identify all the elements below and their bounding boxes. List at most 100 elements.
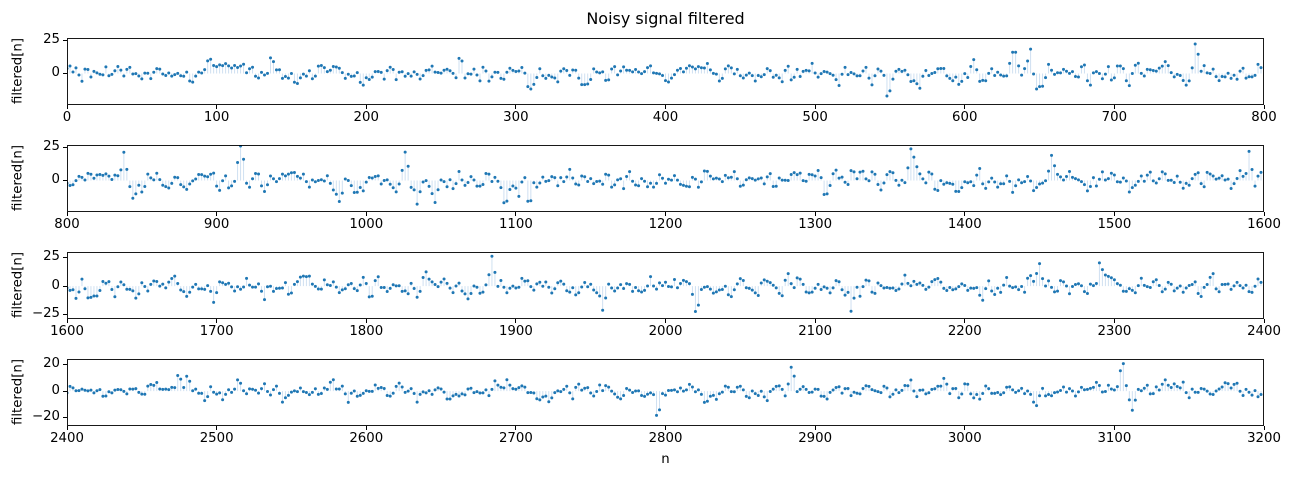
y-tick-label: −25 bbox=[31, 305, 60, 321]
x-tick-label: 1500 bbox=[1097, 217, 1132, 232]
x-tick-label: 1600 bbox=[1247, 217, 1281, 232]
y-tick-label: 0 bbox=[51, 277, 60, 293]
x-tick-label: 2500 bbox=[199, 431, 234, 446]
y-tick-mark bbox=[63, 40, 67, 42]
stem-plot-canvas-4 bbox=[67, 359, 1264, 426]
x-tick-label: 700 bbox=[1101, 110, 1128, 125]
y-tick-mark bbox=[63, 257, 67, 259]
x-tick-label: 1600 bbox=[50, 324, 84, 339]
x-tick-mark bbox=[1263, 105, 1265, 109]
subplot-2: filtered[n] 800 900 1000 1100 1200 1300 1400 15… bbox=[11, 139, 1281, 232]
x-tick-label: 600 bbox=[952, 110, 978, 125]
x-tick-mark bbox=[964, 212, 966, 216]
x-tick-mark bbox=[665, 212, 666, 216]
chart-title: Noisy signal filtered bbox=[586, 9, 745, 28]
x-tick-label: 300 bbox=[503, 110, 529, 125]
x-tick-label: 2700 bbox=[498, 431, 533, 446]
x-tick-mark bbox=[1263, 426, 1265, 430]
x-tick-label: 2600 bbox=[349, 431, 384, 446]
x-tick-mark bbox=[814, 212, 816, 216]
y-tick-label: −20 bbox=[31, 409, 60, 425]
x-tick-mark bbox=[216, 212, 218, 216]
x-tick-label: 1900 bbox=[498, 324, 533, 339]
x-tick-label: 3200 bbox=[1247, 431, 1281, 446]
subplot-3: filtered[n] 1600 1700 1800 1900 2000 2100 2200… bbox=[11, 249, 1281, 339]
x-tick-mark bbox=[515, 105, 517, 109]
y-tick-mark bbox=[63, 179, 67, 181]
stem-plot-canvas-3 bbox=[67, 252, 1264, 319]
subplot-1: filtered[n] 0 100 200 300 400 500 600 700 800 0 25 bbox=[11, 32, 1277, 125]
x-tick-label: 2900 bbox=[798, 431, 833, 446]
x-tick-mark bbox=[515, 212, 517, 216]
stem-plot-canvas-2 bbox=[67, 145, 1264, 212]
x-tick-label: 1000 bbox=[349, 217, 384, 232]
x-tick-label: 1200 bbox=[648, 217, 683, 232]
y-tick-label: 0 bbox=[51, 171, 60, 187]
y-tick-label: 25 bbox=[43, 249, 60, 265]
x-tick-label: 500 bbox=[802, 110, 828, 125]
x-tick-mark bbox=[365, 105, 367, 109]
x-tick-mark bbox=[515, 319, 517, 323]
y-tick-mark bbox=[63, 285, 67, 287]
x-tick-mark bbox=[66, 319, 68, 323]
x-tick-mark bbox=[66, 212, 68, 216]
x-tick-mark bbox=[1113, 105, 1115, 109]
x-tick-mark bbox=[964, 319, 966, 323]
y-tick-label: 0 bbox=[51, 64, 60, 80]
y-tick-label: 25 bbox=[43, 32, 60, 48]
x-tick-mark bbox=[515, 426, 517, 430]
x-tick-label: 1400 bbox=[947, 217, 982, 232]
x-tick-mark bbox=[665, 105, 666, 109]
x-tick-label: 400 bbox=[652, 110, 679, 125]
x-tick-label: 900 bbox=[203, 217, 230, 232]
y-tick-label: 25 bbox=[43, 139, 60, 155]
x-tick-mark bbox=[1263, 212, 1265, 216]
y-tick-mark bbox=[63, 147, 67, 149]
subplot-4: filtered[n] 2400 2500 2600 2700 2800 2900 3000… bbox=[11, 356, 1281, 446]
x-tick-mark bbox=[365, 426, 367, 430]
x-tick-label: 100 bbox=[203, 110, 230, 125]
x-tick-label: 2100 bbox=[798, 324, 833, 339]
x-tick-label: 1300 bbox=[798, 217, 833, 232]
x-tick-label: 800 bbox=[1251, 110, 1277, 125]
y-tick-mark bbox=[63, 417, 67, 419]
x-tick-mark bbox=[66, 426, 68, 430]
x-tick-mark bbox=[1113, 319, 1115, 323]
x-tick-mark bbox=[1113, 212, 1115, 216]
x-tick-mark bbox=[216, 319, 218, 323]
y-tick-mark bbox=[63, 363, 67, 365]
x-tick-label: 3100 bbox=[1097, 431, 1132, 446]
x-tick-mark bbox=[216, 426, 218, 430]
x-tick-mark bbox=[1113, 426, 1115, 430]
x-tick-mark bbox=[365, 212, 367, 216]
x-tick-mark bbox=[814, 426, 816, 430]
x-tick-mark bbox=[814, 319, 816, 323]
y-tick-label: 20 bbox=[43, 355, 60, 371]
x-tick-label: 2200 bbox=[947, 324, 982, 339]
x-axis-label: n bbox=[661, 452, 670, 467]
x-tick-mark bbox=[964, 426, 966, 430]
x-tick-label: 1700 bbox=[199, 324, 234, 339]
x-tick-label: 2300 bbox=[1097, 324, 1132, 339]
x-tick-mark bbox=[66, 105, 68, 109]
x-tick-label: 1800 bbox=[349, 324, 384, 339]
x-tick-label: 1100 bbox=[498, 217, 533, 232]
x-tick-label: 2800 bbox=[648, 431, 683, 446]
x-tick-label: 200 bbox=[353, 110, 379, 125]
x-tick-mark bbox=[665, 426, 666, 430]
y-tick-mark bbox=[63, 72, 67, 74]
y-tick-label: 0 bbox=[51, 382, 60, 398]
x-tick-label: 0 bbox=[62, 110, 72, 125]
x-tick-mark bbox=[964, 105, 966, 109]
x-tick-label: 800 bbox=[54, 217, 80, 232]
x-tick-label: 3000 bbox=[947, 431, 982, 446]
x-tick-label: 2000 bbox=[648, 324, 683, 339]
x-tick-mark bbox=[814, 105, 816, 109]
x-tick-mark bbox=[365, 319, 367, 323]
y-tick-mark bbox=[63, 313, 67, 315]
x-tick-mark bbox=[665, 319, 666, 323]
x-tick-label: 2400 bbox=[1247, 324, 1281, 339]
x-tick-mark bbox=[216, 105, 218, 109]
stem-plot-canvas-1 bbox=[67, 38, 1264, 105]
